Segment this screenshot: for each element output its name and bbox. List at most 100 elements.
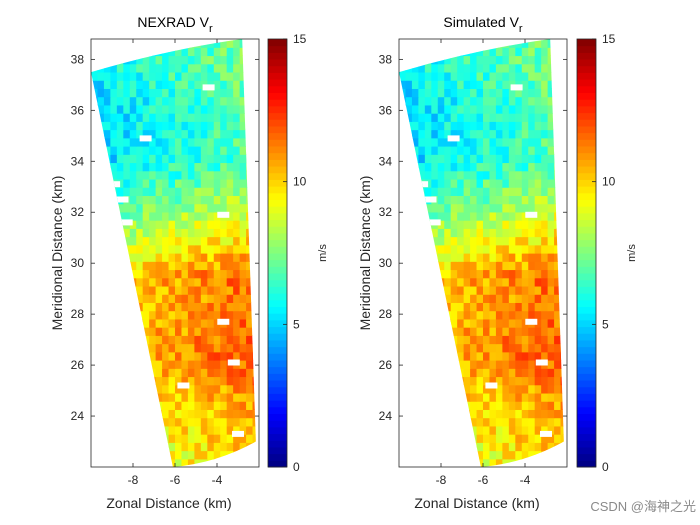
colorbar-segment — [577, 360, 596, 368]
field-cell — [489, 401, 497, 410]
colorbar-segment — [577, 326, 596, 334]
field-cell — [129, 211, 137, 221]
field-cell — [489, 425, 497, 435]
field-cell — [457, 162, 465, 172]
field-cell — [213, 178, 221, 188]
field-cell — [489, 261, 497, 271]
field-cell — [431, 236, 439, 246]
colorbar-segment — [268, 246, 287, 254]
field-cell — [220, 104, 228, 114]
field-cell — [213, 434, 221, 443]
x-tick-label: -8 — [436, 473, 447, 487]
colorbar-segment — [577, 440, 596, 448]
field-cell — [136, 146, 144, 155]
field-cell — [233, 392, 241, 402]
field-cell — [495, 236, 503, 246]
field-cell — [162, 228, 170, 238]
field-cell — [110, 137, 118, 147]
field-cell — [483, 220, 491, 229]
field-cell — [444, 277, 452, 287]
colorbar-segment — [268, 179, 287, 187]
field-cell — [515, 269, 523, 279]
field-cell — [155, 137, 163, 147]
field-cell — [470, 277, 478, 287]
colorbar-tick-label: 5 — [602, 317, 609, 331]
field-cell — [149, 170, 157, 180]
field-cell — [547, 277, 555, 287]
field-cell — [534, 401, 542, 410]
field-cell — [483, 261, 491, 271]
field-cell — [444, 244, 452, 254]
field-cell — [495, 47, 503, 57]
field-cell — [554, 335, 562, 345]
field-cell — [194, 113, 202, 122]
field-cell — [129, 104, 137, 114]
field-cell — [207, 146, 215, 155]
field-cell — [541, 63, 549, 73]
field-cell — [470, 146, 478, 155]
field-cell — [489, 360, 497, 369]
field-cell — [521, 170, 529, 180]
field-cell — [226, 63, 234, 73]
colorbar-segment — [268, 105, 287, 114]
field-cell — [149, 96, 157, 106]
field-cell — [149, 244, 157, 254]
field-cell — [213, 104, 221, 114]
field-cell — [136, 285, 144, 295]
field-cell — [213, 425, 221, 435]
field-cell — [246, 343, 254, 353]
field-cell — [246, 351, 254, 361]
field-cell — [521, 285, 529, 295]
field-cell — [220, 113, 228, 122]
colorbar-segment — [577, 446, 596, 455]
field-cell — [226, 294, 234, 303]
field-cell — [483, 88, 491, 98]
field-cell — [515, 425, 523, 435]
field-cell — [246, 434, 254, 443]
field-cell — [515, 392, 523, 402]
field-cell — [142, 137, 150, 147]
field-cell — [239, 327, 247, 336]
y-tick-label: 28 — [71, 307, 85, 321]
field-cell — [97, 96, 105, 106]
field-cell — [213, 244, 221, 254]
field-cell — [175, 154, 183, 164]
field-cell — [495, 450, 503, 460]
field-cell — [476, 244, 484, 254]
colorbar-segment — [268, 52, 287, 60]
field-cell — [483, 236, 491, 246]
field-cell — [431, 88, 439, 98]
field-cell — [239, 220, 247, 229]
field-cell — [470, 376, 478, 386]
field-cell — [554, 384, 562, 394]
colorbar-segment — [577, 319, 596, 328]
field-cell — [463, 211, 471, 221]
field-cell — [489, 220, 497, 229]
field-cell — [220, 294, 228, 303]
field-cell — [508, 343, 516, 353]
field-cell — [239, 71, 247, 81]
colorbar-segment — [577, 306, 596, 314]
field-cell — [476, 47, 484, 57]
field-cell — [457, 220, 465, 229]
field-cell — [437, 244, 445, 254]
field-cell — [194, 425, 202, 435]
field-cell — [489, 253, 497, 262]
field-cell — [534, 310, 542, 320]
field-cell — [213, 96, 221, 106]
colorbar-segment — [268, 400, 287, 408]
field-cell — [470, 203, 478, 213]
field-cell — [136, 121, 144, 131]
field-cell — [207, 137, 215, 147]
field-cell — [534, 220, 542, 229]
missing-cell — [120, 219, 133, 226]
field-cell — [521, 335, 529, 345]
field-cell — [220, 228, 228, 238]
field-cell — [521, 302, 529, 312]
field-cell — [489, 335, 497, 345]
field-cell — [239, 203, 247, 213]
field-cell — [515, 450, 523, 460]
field-cell — [168, 384, 176, 394]
field-cell — [457, 170, 465, 180]
field-cell — [187, 269, 195, 279]
